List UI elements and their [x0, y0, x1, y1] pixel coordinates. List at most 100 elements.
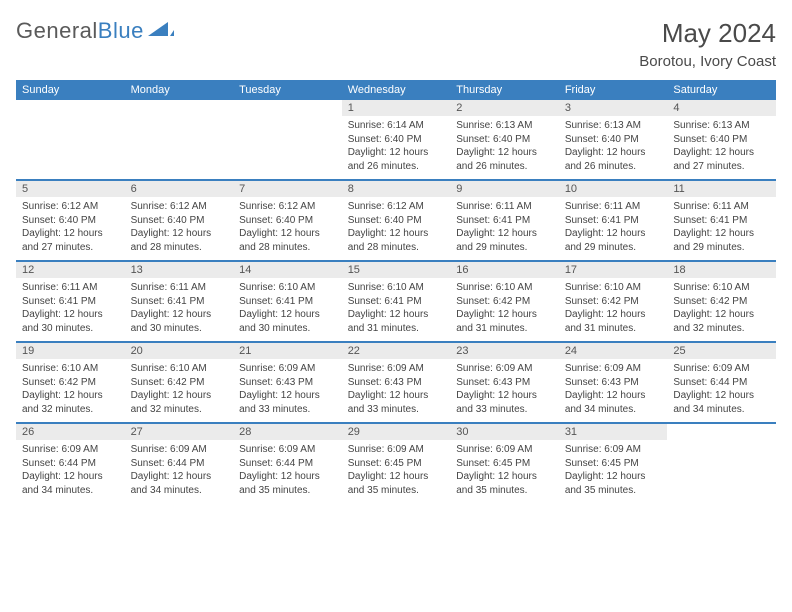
day-cell: Sunrise: 6:10 AMSunset: 6:42 PMDaylight:…	[667, 278, 776, 342]
brand-part1: General	[16, 18, 98, 44]
daynum-cell: 31	[559, 424, 668, 440]
day-header: Sunday	[16, 80, 125, 100]
day-cell: Sunrise: 6:09 AMSunset: 6:45 PMDaylight:…	[559, 440, 668, 503]
day-number: 9	[450, 181, 559, 197]
day-cell: Sunrise: 6:09 AMSunset: 6:45 PMDaylight:…	[342, 440, 451, 503]
day-detail: Sunrise: 6:14 AMSunset: 6:40 PMDaylight:…	[342, 116, 451, 179]
page-subtitle: Borotou, Ivory Coast	[639, 53, 776, 70]
day-detail: Sunrise: 6:09 AMSunset: 6:43 PMDaylight:…	[450, 359, 559, 422]
day-number: 18	[667, 262, 776, 278]
daynum-cell: 26	[16, 424, 125, 440]
day-detail: Sunrise: 6:10 AMSunset: 6:42 PMDaylight:…	[125, 359, 234, 422]
day-detail: Sunrise: 6:10 AMSunset: 6:41 PMDaylight:…	[233, 278, 342, 341]
daynum-row: 19202122232425	[16, 343, 776, 359]
day-header: Wednesday	[342, 80, 451, 100]
day-number: 4	[667, 100, 776, 116]
day-cell: Sunrise: 6:09 AMSunset: 6:44 PMDaylight:…	[16, 440, 125, 503]
day-cell: Sunrise: 6:10 AMSunset: 6:42 PMDaylight:…	[16, 359, 125, 423]
day-detail: Sunrise: 6:13 AMSunset: 6:40 PMDaylight:…	[667, 116, 776, 179]
day-cell: Sunrise: 6:10 AMSunset: 6:42 PMDaylight:…	[450, 278, 559, 342]
day-number: 7	[233, 181, 342, 197]
day-detail: Sunrise: 6:12 AMSunset: 6:40 PMDaylight:…	[16, 197, 125, 260]
day-cell	[233, 116, 342, 180]
daynum-cell: 5	[16, 181, 125, 197]
day-detail: Sunrise: 6:12 AMSunset: 6:40 PMDaylight:…	[342, 197, 451, 260]
day-detail: Sunrise: 6:11 AMSunset: 6:41 PMDaylight:…	[559, 197, 668, 260]
day-detail: Sunrise: 6:10 AMSunset: 6:42 PMDaylight:…	[667, 278, 776, 341]
brand-logo: GeneralBlue	[16, 18, 174, 44]
day-detail: Sunrise: 6:10 AMSunset: 6:42 PMDaylight:…	[450, 278, 559, 341]
brand-part2: Blue	[98, 18, 144, 44]
daynum-cell: 19	[16, 343, 125, 359]
daynum-cell	[233, 100, 342, 116]
day-number: 22	[342, 343, 451, 359]
day-detail: Sunrise: 6:09 AMSunset: 6:43 PMDaylight:…	[233, 359, 342, 422]
calendar-header-row: SundayMondayTuesdayWednesdayThursdayFrid…	[16, 80, 776, 100]
day-cell: Sunrise: 6:09 AMSunset: 6:43 PMDaylight:…	[450, 359, 559, 423]
day-detail: Sunrise: 6:13 AMSunset: 6:40 PMDaylight:…	[559, 116, 668, 179]
day-detail: Sunrise: 6:11 AMSunset: 6:41 PMDaylight:…	[450, 197, 559, 260]
day-number: 29	[342, 424, 451, 440]
day-cell: Sunrise: 6:14 AMSunset: 6:40 PMDaylight:…	[342, 116, 451, 180]
day-number: 19	[16, 343, 125, 359]
day-number: 3	[559, 100, 668, 116]
day-detail: Sunrise: 6:11 AMSunset: 6:41 PMDaylight:…	[125, 278, 234, 341]
day-cell: Sunrise: 6:10 AMSunset: 6:41 PMDaylight:…	[342, 278, 451, 342]
day-header: Saturday	[667, 80, 776, 100]
day-number: 31	[559, 424, 668, 440]
day-cell: Sunrise: 6:11 AMSunset: 6:41 PMDaylight:…	[450, 197, 559, 261]
day-number: 27	[125, 424, 234, 440]
day-cell: Sunrise: 6:09 AMSunset: 6:45 PMDaylight:…	[450, 440, 559, 503]
daynum-cell: 14	[233, 262, 342, 278]
day-cell: Sunrise: 6:12 AMSunset: 6:40 PMDaylight:…	[233, 197, 342, 261]
daynum-cell: 15	[342, 262, 451, 278]
day-cell: Sunrise: 6:13 AMSunset: 6:40 PMDaylight:…	[559, 116, 668, 180]
day-cell: Sunrise: 6:11 AMSunset: 6:41 PMDaylight:…	[16, 278, 125, 342]
header: GeneralBlue May 2024 Borotou, Ivory Coas…	[16, 18, 776, 70]
day-detail: Sunrise: 6:10 AMSunset: 6:42 PMDaylight:…	[559, 278, 668, 341]
daynum-cell: 11	[667, 181, 776, 197]
day-detail: Sunrise: 6:09 AMSunset: 6:45 PMDaylight:…	[450, 440, 559, 503]
brand-triangle-icon	[148, 18, 174, 44]
daynum-cell: 30	[450, 424, 559, 440]
day-number: 16	[450, 262, 559, 278]
day-cell: Sunrise: 6:09 AMSunset: 6:43 PMDaylight:…	[233, 359, 342, 423]
day-detail: Sunrise: 6:11 AMSunset: 6:41 PMDaylight:…	[16, 278, 125, 341]
daybody-row: Sunrise: 6:10 AMSunset: 6:42 PMDaylight:…	[16, 359, 776, 423]
daynum-cell: 20	[125, 343, 234, 359]
daynum-cell: 16	[450, 262, 559, 278]
day-number: 17	[559, 262, 668, 278]
daynum-row: 262728293031	[16, 424, 776, 440]
daynum-cell: 27	[125, 424, 234, 440]
day-detail: Sunrise: 6:09 AMSunset: 6:44 PMDaylight:…	[125, 440, 234, 503]
day-number: 1	[342, 100, 451, 116]
day-cell: Sunrise: 6:09 AMSunset: 6:44 PMDaylight:…	[667, 359, 776, 423]
day-number: 2	[450, 100, 559, 116]
day-cell: Sunrise: 6:09 AMSunset: 6:44 PMDaylight:…	[233, 440, 342, 503]
day-cell: Sunrise: 6:12 AMSunset: 6:40 PMDaylight:…	[125, 197, 234, 261]
day-number: 6	[125, 181, 234, 197]
day-number: 12	[16, 262, 125, 278]
day-header: Tuesday	[233, 80, 342, 100]
day-cell	[16, 116, 125, 180]
daybody-row: Sunrise: 6:12 AMSunset: 6:40 PMDaylight:…	[16, 197, 776, 261]
daynum-cell: 21	[233, 343, 342, 359]
day-cell	[125, 116, 234, 180]
daynum-cell: 1	[342, 100, 451, 116]
title-block: May 2024 Borotou, Ivory Coast	[639, 18, 776, 70]
day-cell: Sunrise: 6:13 AMSunset: 6:40 PMDaylight:…	[667, 116, 776, 180]
day-cell: Sunrise: 6:12 AMSunset: 6:40 PMDaylight:…	[342, 197, 451, 261]
daynum-cell: 28	[233, 424, 342, 440]
day-detail: Sunrise: 6:09 AMSunset: 6:45 PMDaylight:…	[559, 440, 668, 503]
day-cell: Sunrise: 6:13 AMSunset: 6:40 PMDaylight:…	[450, 116, 559, 180]
day-cell: Sunrise: 6:11 AMSunset: 6:41 PMDaylight:…	[667, 197, 776, 261]
daynum-cell: 22	[342, 343, 451, 359]
daynum-cell: 18	[667, 262, 776, 278]
day-detail: Sunrise: 6:09 AMSunset: 6:44 PMDaylight:…	[233, 440, 342, 503]
day-cell: Sunrise: 6:09 AMSunset: 6:43 PMDaylight:…	[342, 359, 451, 423]
day-number: 13	[125, 262, 234, 278]
daynum-row: 1234	[16, 100, 776, 116]
day-detail: Sunrise: 6:11 AMSunset: 6:41 PMDaylight:…	[667, 197, 776, 260]
day-detail: Sunrise: 6:09 AMSunset: 6:44 PMDaylight:…	[667, 359, 776, 422]
page-title: May 2024	[639, 18, 776, 49]
